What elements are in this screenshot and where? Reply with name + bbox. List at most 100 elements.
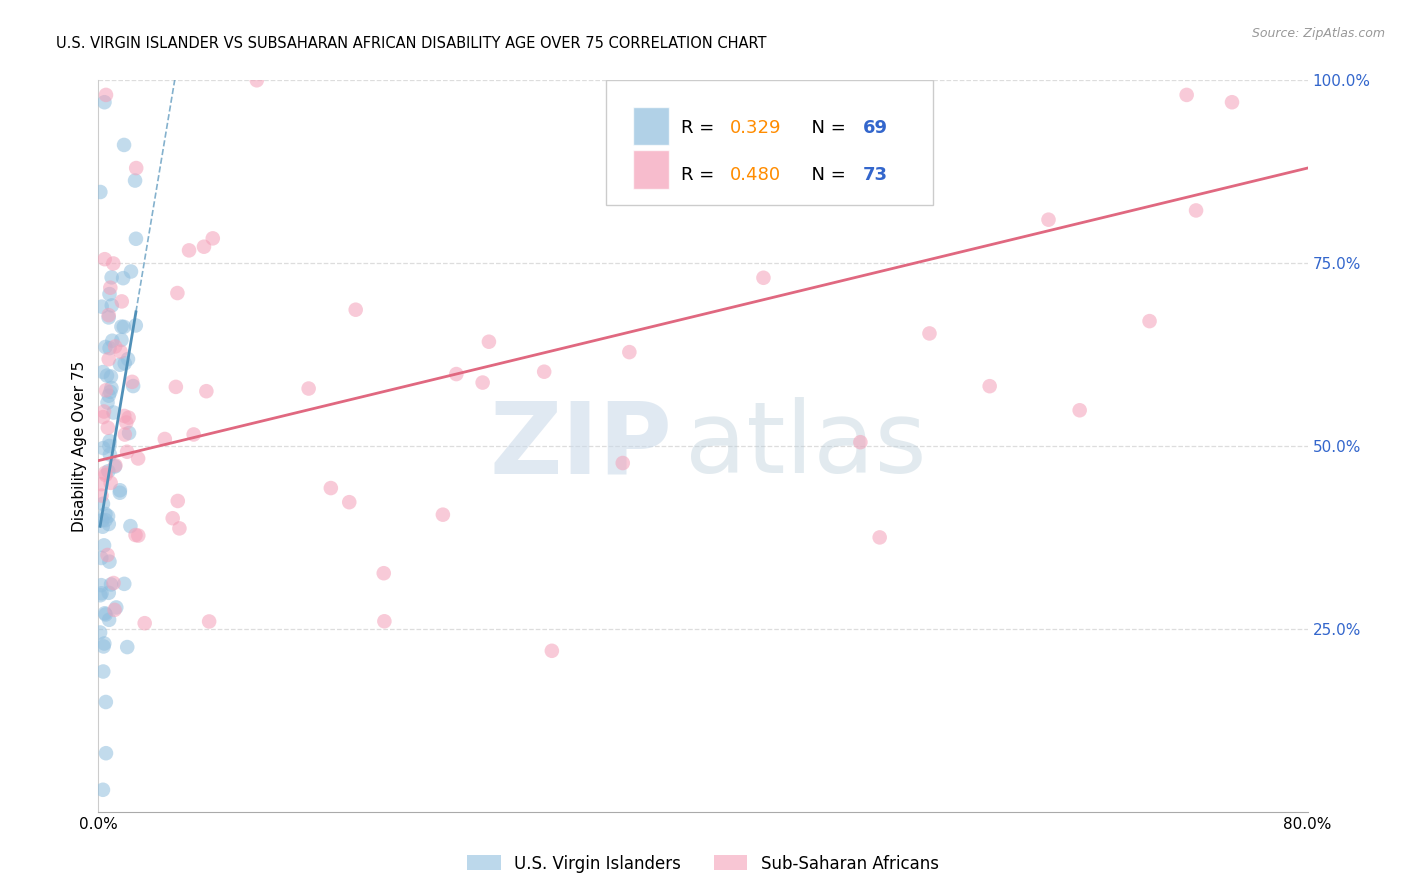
Point [90, 578, 112, 592]
Point [115, 416, 138, 430]
Point [752, 270, 775, 285]
Point [108, 358, 131, 372]
Point [93, 95, 115, 110]
Point [94, 746, 117, 760]
Point [93, 640, 115, 654]
Point [619, 345, 641, 359]
Point [112, 271, 135, 285]
Point [471, 376, 494, 390]
Point [111, 294, 134, 309]
Text: Source: ZipAtlas.com: Source: ZipAtlas.com [1251, 27, 1385, 40]
Point [104, 459, 127, 474]
Point [246, 73, 269, 87]
Point [195, 384, 218, 399]
Point [112, 409, 135, 423]
Point [112, 319, 135, 334]
Point [114, 356, 136, 370]
Point [918, 326, 941, 341]
Point [98, 384, 121, 399]
Point [97, 421, 120, 435]
Point [105, 600, 128, 615]
Point [979, 379, 1001, 393]
Point [540, 644, 562, 658]
Y-axis label: Disability Age Over 75: Disability Age Over 75 [72, 360, 87, 532]
Point [90, 489, 112, 503]
Point [125, 161, 148, 175]
Point [91, 441, 114, 455]
Point [103, 256, 125, 270]
Point [97, 509, 120, 524]
Point [94, 383, 117, 397]
Point [89, 185, 111, 199]
Point [96, 368, 118, 383]
Point [94, 340, 117, 354]
Point [114, 427, 136, 442]
Point [101, 298, 124, 312]
Point [298, 382, 321, 396]
Point [373, 615, 395, 629]
Point [98, 287, 121, 301]
Point [100, 475, 122, 490]
Point [98, 434, 121, 449]
Point [97, 586, 120, 600]
Point [125, 318, 148, 333]
Point [612, 456, 634, 470]
Point [90, 300, 112, 314]
Point [91, 410, 114, 425]
Point [96, 548, 118, 562]
Point [112, 137, 135, 152]
Point [91, 782, 114, 797]
Point [90, 586, 112, 600]
Point [97, 464, 120, 478]
Point [93, 636, 115, 650]
Point [100, 577, 122, 591]
FancyBboxPatch shape [606, 80, 932, 204]
Point [103, 405, 125, 419]
Point [103, 603, 125, 617]
Point [869, 530, 891, 544]
Point [94, 467, 117, 482]
Point [478, 334, 501, 349]
Point [165, 380, 187, 394]
Point [344, 302, 367, 317]
Point [91, 497, 114, 511]
Point [115, 640, 138, 654]
Point [153, 432, 176, 446]
Text: atlas: atlas [685, 398, 927, 494]
Point [134, 616, 156, 631]
Point [98, 613, 121, 627]
Point [120, 519, 142, 533]
Point [94, 607, 117, 621]
Point [96, 395, 118, 409]
Point [89, 588, 111, 602]
Point [162, 511, 184, 525]
Point [97, 310, 120, 325]
Point [110, 333, 132, 347]
Point [1175, 87, 1198, 102]
Point [533, 365, 555, 379]
Point [94, 695, 117, 709]
Point [117, 410, 139, 425]
Point [337, 495, 360, 509]
Text: 69: 69 [863, 119, 887, 136]
Text: R =: R = [682, 167, 720, 185]
Text: N =: N = [800, 167, 851, 185]
Point [100, 381, 122, 395]
Point [97, 308, 120, 322]
Point [97, 389, 120, 403]
Point [108, 485, 131, 500]
Point [104, 339, 127, 353]
Point [91, 665, 114, 679]
Point [89, 625, 111, 640]
Point [90, 551, 112, 566]
Point [120, 264, 142, 278]
Point [97, 352, 120, 367]
Text: R =: R = [682, 119, 720, 136]
Point [93, 252, 115, 267]
Point [104, 458, 127, 473]
Point [110, 344, 132, 359]
Point [1069, 403, 1091, 417]
Point [193, 240, 215, 254]
Text: N =: N = [800, 119, 851, 136]
Point [90, 477, 112, 491]
